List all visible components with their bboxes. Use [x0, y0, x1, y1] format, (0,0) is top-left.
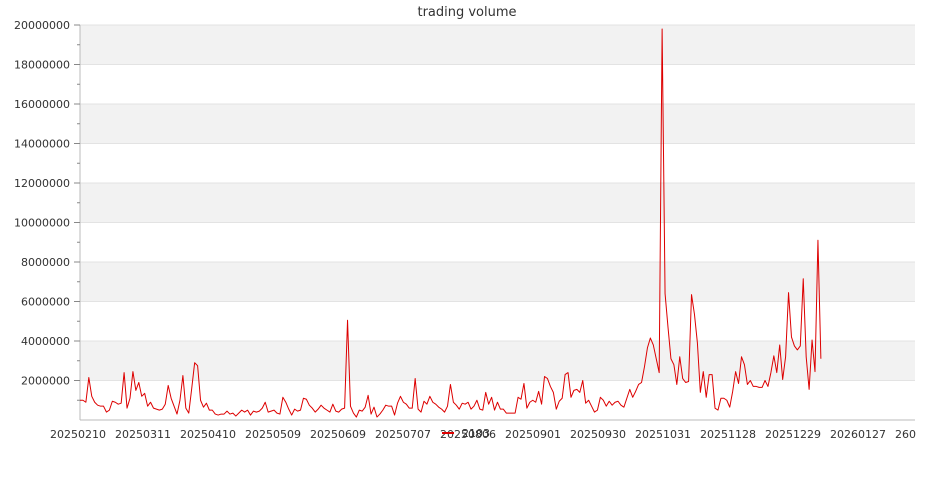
- legend-label: 2103: [462, 427, 490, 440]
- grid-band: [80, 262, 915, 302]
- grid-band: [80, 183, 915, 223]
- y-tick-label: 14000000: [14, 138, 70, 151]
- y-tick-label: 12000000: [14, 177, 70, 190]
- x-tick-label: 20260127: [830, 428, 886, 441]
- x-tick-label: 20250210: [50, 428, 106, 441]
- y-tick-label: 20000000: [14, 19, 70, 32]
- grid-band: [80, 104, 915, 144]
- y-tick-label: 2000000: [21, 375, 70, 388]
- x-tick-label: 20250311: [115, 428, 171, 441]
- y-axis: 2000000 4000000 6000000 8000000 10000000 1200…: [14, 19, 81, 420]
- grid-bands: [80, 25, 915, 381]
- gridlines: [80, 24, 915, 381]
- x-tick-label: 20250806: [440, 428, 496, 441]
- x-tick-label: 260: [895, 428, 916, 441]
- y-tick-label: 16000000: [14, 98, 70, 111]
- y-tick-label: 8000000: [21, 256, 70, 269]
- x-tick-label: 20250930: [570, 428, 626, 441]
- grid-band: [80, 25, 915, 65]
- x-tick-label: 20251031: [635, 428, 691, 441]
- x-tick-label: 20250509: [245, 428, 301, 441]
- x-tick-label: 20250609: [310, 428, 366, 441]
- y-tick-label: 4000000: [21, 335, 70, 348]
- y-tick-label: 10000000: [14, 217, 70, 230]
- x-tick-label: 20250410: [180, 428, 236, 441]
- x-tick-label: 20251128: [700, 428, 756, 441]
- y-tick-label: 6000000: [21, 296, 70, 309]
- x-tick-label: 20251229: [765, 428, 821, 441]
- y-tick-label: 18000000: [14, 59, 70, 72]
- legend[interactable]: 2103: [442, 427, 490, 440]
- x-axis: 20250210 20250311 20250410 20250509 20250609…: [50, 419, 916, 441]
- grid-band: [80, 341, 915, 381]
- series-line-2103: [80, 28, 822, 418]
- chart-title: trading volume: [417, 5, 516, 20]
- x-tick-label: 20250707: [375, 428, 431, 441]
- x-tick-label: 20250901: [505, 428, 561, 441]
